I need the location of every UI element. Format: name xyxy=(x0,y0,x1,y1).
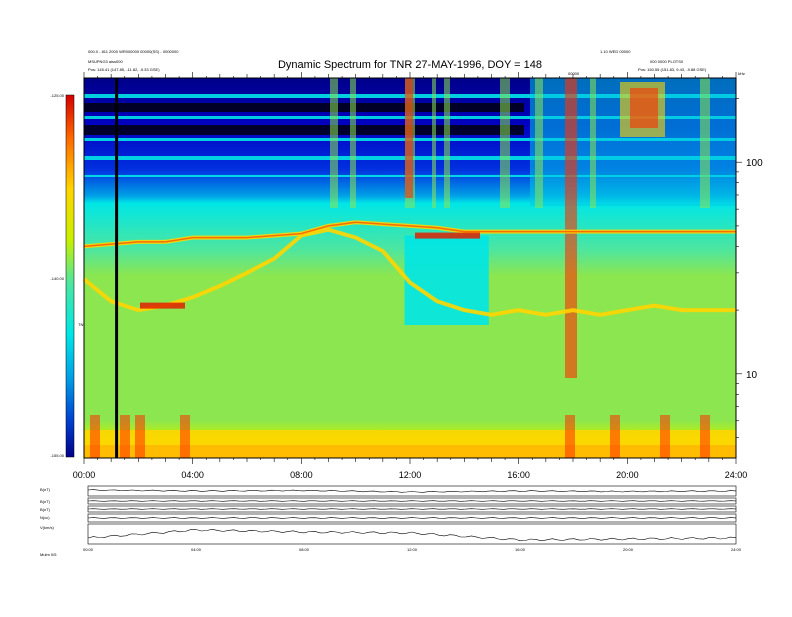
streak-6 xyxy=(535,78,543,208)
lower-panel-trace xyxy=(87,489,737,493)
streak-red xyxy=(405,78,413,198)
x-tick-label: 12:00 xyxy=(399,470,422,480)
colorbar-tick-bottom: -155.00 xyxy=(50,453,64,458)
lower-panel-trace xyxy=(87,500,737,502)
streak-1 xyxy=(350,78,356,208)
bottom-spike-6 xyxy=(660,415,670,458)
red-patch-line-a xyxy=(140,302,185,309)
x-tick-label: 20:00 xyxy=(616,470,639,480)
bottom-spike-7 xyxy=(700,415,710,458)
lower-panel-frame xyxy=(87,523,737,545)
dark-band-0 xyxy=(84,103,524,112)
burst-column-red xyxy=(565,78,577,378)
lower-x-tick-label: 04:00 xyxy=(191,547,202,552)
y-tick-label: 10 xyxy=(746,370,758,381)
header-right-line1: 1.10 WED 00000 xyxy=(600,49,631,54)
y-tick-label: 100 xyxy=(746,158,763,169)
bottom-spike-5 xyxy=(610,415,620,458)
x-tick-label: 04:00 xyxy=(181,470,204,480)
bottom-spike-0 xyxy=(90,415,100,458)
header-right-line2: 000 0000 PLOTS0 xyxy=(650,59,684,64)
lower-panels: B(nT) B(nT) B(nT) N(cc) V(km/s) 00:00 04:00 08:… xyxy=(40,485,742,552)
lower-panel-trace xyxy=(87,528,737,542)
lower-x-tick-label: 00:00 xyxy=(83,547,94,552)
x-tick-label: 24:00 xyxy=(725,470,748,480)
lower-x-tick-label: 16:00 xyxy=(515,547,526,552)
header-left-line1: 000.0 - 811 2000 WR000000 00000(SS) - 00… xyxy=(88,49,179,54)
streak-7 xyxy=(590,78,596,208)
header-left-line2: MSUPNG3 aiss000 xyxy=(88,59,123,64)
spectrogram-features xyxy=(82,78,736,458)
dark-band-1 xyxy=(84,125,524,135)
bottom-spike-1 xyxy=(120,415,130,458)
colorbar-label: TNR xyxy=(78,322,86,327)
streak-4 xyxy=(444,78,450,208)
bottom-spike-4 xyxy=(565,415,575,458)
units-label: kHz xyxy=(738,71,745,76)
lower-panel-label: N(cc) xyxy=(40,515,50,520)
colorbar-tick-mid: -140.00 xyxy=(50,276,64,281)
lower-panel-label: B(nT) xyxy=(40,487,51,492)
lower-panel-trace xyxy=(87,517,737,519)
event-marker-label: 00000 xyxy=(568,71,580,76)
lower-x-tick-label: 08:00 xyxy=(299,547,310,552)
burst-patch-red xyxy=(630,88,658,128)
bottom-spike-3 xyxy=(180,415,190,458)
header-right-line3: Pos: 150.55 (151.83, 9.43, -9.88 GSE) xyxy=(638,67,707,72)
x-tick-label: 08:00 xyxy=(290,470,313,480)
spectrogram-panel xyxy=(82,77,737,459)
x-tick-label: 16:00 xyxy=(507,470,530,480)
red-patch-line-b xyxy=(415,232,480,239)
header-left-line3: Pos: 145.41 (147.85, -11.82, -9.33 GSE) xyxy=(88,67,160,72)
streak-8 xyxy=(700,78,710,208)
x-tick-label: 00:00 xyxy=(73,470,96,480)
lower-x-tick-label: 24:00 xyxy=(731,547,742,552)
lower-panel-label: V(km/s) xyxy=(40,525,54,530)
lower-panel-label: B(nT) xyxy=(40,507,51,512)
bottom-spike-2 xyxy=(135,415,145,458)
streak-3 xyxy=(432,78,436,208)
footer-label: Mulm 0/5 xyxy=(40,552,57,557)
y-axis-ticks: 100 10 xyxy=(736,98,763,438)
lower-x-tick-label: 20:00 xyxy=(623,547,634,552)
lower-panel-trace xyxy=(87,508,737,510)
streak-5 xyxy=(500,78,510,208)
lower-x-tick-label: 12:00 xyxy=(407,547,418,552)
plasma-line-b-core xyxy=(83,221,736,248)
lower-panel-frame xyxy=(87,485,737,497)
lower-panel-label: B(nT) xyxy=(40,499,51,504)
colorbar xyxy=(65,94,75,458)
streak-0 xyxy=(330,78,338,208)
colorbar-tick-top: -125.00 xyxy=(50,93,64,98)
plasma-line-a xyxy=(82,227,736,317)
x-axis-ticks: 00:00 04:00 08:00 12:00 16:00 20:00 24:00 xyxy=(73,72,748,480)
chart-title: Dynamic Spectrum for TNR 27-MAY-1996, DO… xyxy=(278,59,542,71)
